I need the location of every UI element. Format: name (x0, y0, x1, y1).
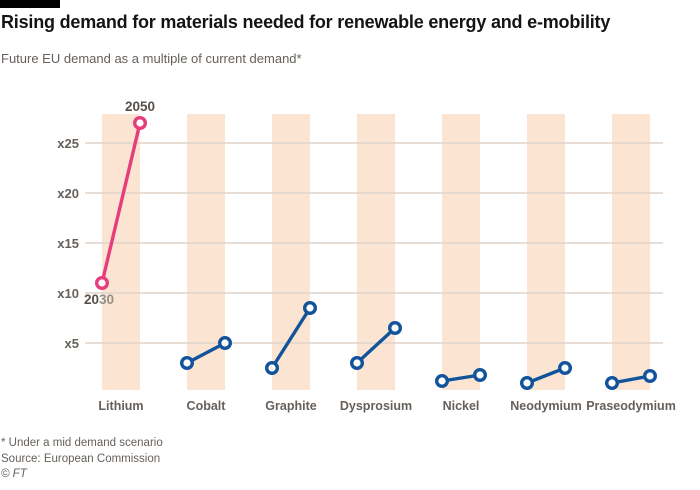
ytick-label-x20: x20 (57, 186, 79, 201)
point-praseodymium-2050 (643, 369, 658, 384)
category-band-dysprosium (357, 114, 395, 390)
point-neodymium-2030 (520, 376, 535, 391)
category-band-nickel (442, 114, 480, 390)
category-label-praseodymium: Praseodymium (586, 399, 676, 413)
category-label-lithium: Lithium (98, 399, 143, 413)
category-band-cobalt (187, 114, 225, 390)
ft-top-bar (0, 0, 60, 8)
point-praseodymium-2030 (605, 376, 620, 391)
ytick-label-x5: x5 (65, 336, 79, 351)
year-label-2050: 2050 (125, 99, 155, 114)
ytick-label-x25: x25 (57, 136, 79, 151)
point-lithium-2030 (94, 276, 109, 291)
category-label-dysprosium: Dysprosium (340, 399, 412, 413)
slope-line-lithium (100, 121, 142, 285)
point-dysprosium-2030 (350, 356, 365, 371)
category-label-cobalt: Cobalt (187, 399, 227, 413)
point-graphite-2030 (265, 361, 280, 376)
category-band-praseodymium (612, 114, 650, 390)
point-nickel-2050 (473, 368, 488, 383)
ytick-label-x10: x10 (57, 286, 79, 301)
chart-source: Source: European Commission (1, 453, 161, 465)
category-label-nickel: Nickel (443, 399, 480, 413)
point-lithium-2050 (132, 115, 147, 130)
chart-subtitle: Future EU demand as a multiple of curren… (1, 51, 302, 66)
ft-credit: © FT (1, 468, 27, 480)
year-label-2030: 2030 (84, 292, 114, 307)
category-label-neodymium: Neodymium (510, 399, 582, 413)
ytick-label-x15: x15 (57, 236, 79, 251)
category-label-graphite: Graphite (265, 399, 316, 413)
slope-line-cobalt (185, 341, 227, 365)
slope-line-dysprosium (355, 326, 397, 365)
point-graphite-2050 (303, 301, 318, 316)
point-cobalt-2050 (217, 336, 232, 351)
chart-title: Rising demand for materials needed for r… (1, 12, 611, 32)
chart-footnote: * Under a mid demand scenario (1, 437, 163, 449)
point-neodymium-2050 (558, 361, 573, 376)
point-nickel-2030 (435, 374, 450, 389)
category-band-neodymium (527, 114, 565, 390)
category-band-graphite (272, 114, 310, 390)
slope-line-graphite (270, 306, 312, 370)
point-dysprosium-2050 (388, 321, 403, 336)
point-cobalt-2030 (179, 356, 194, 371)
